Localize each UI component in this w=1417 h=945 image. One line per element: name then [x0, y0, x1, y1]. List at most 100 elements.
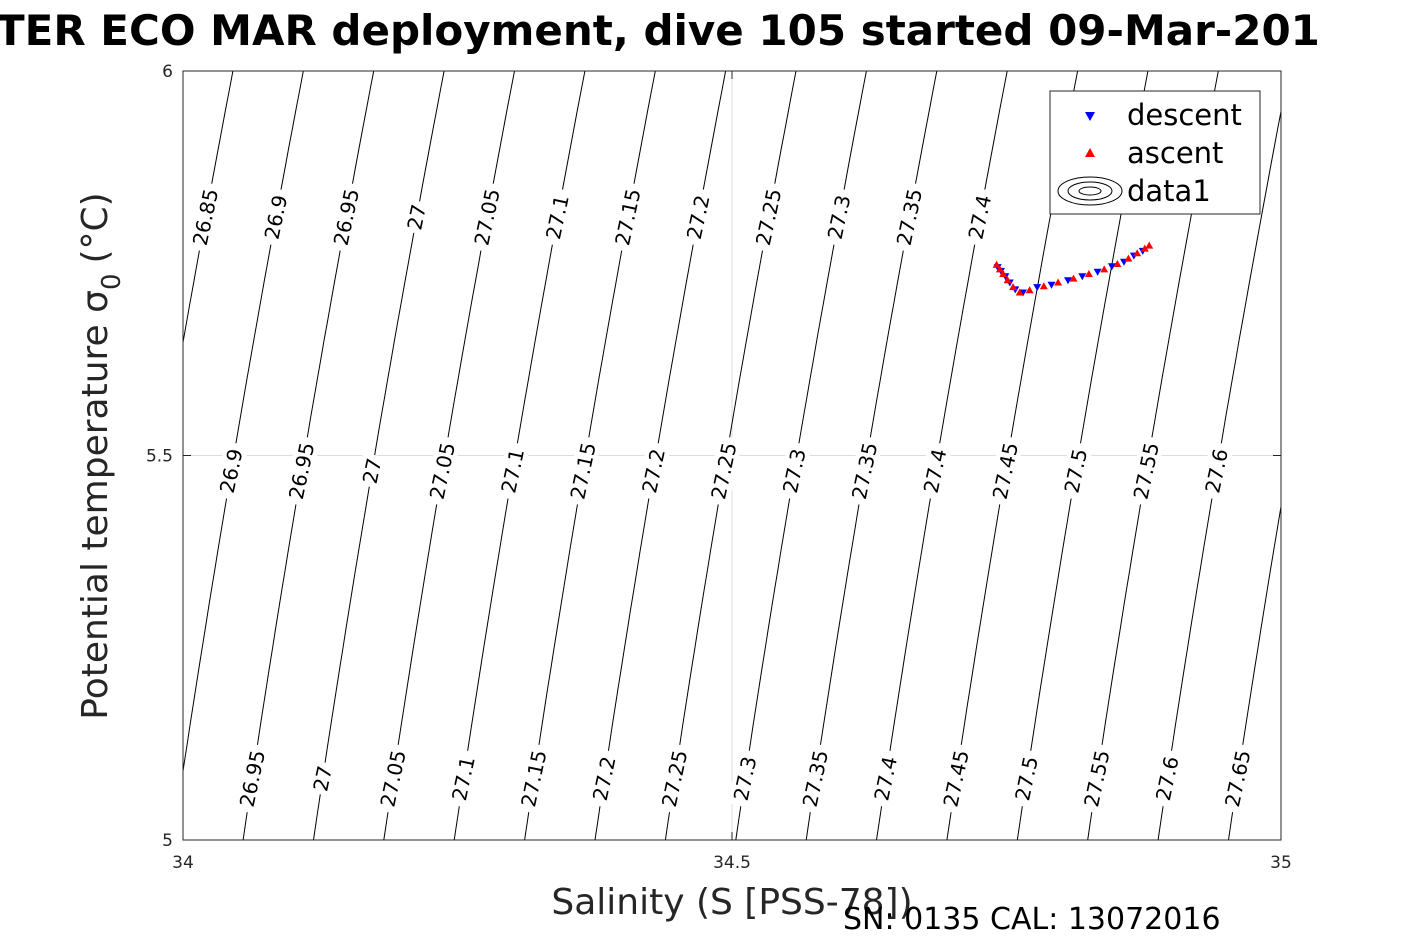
isopycnal-label-text: 27.15	[565, 440, 600, 501]
y-tick-label: 5.5	[146, 447, 173, 467]
isopycnal-label: 27.4	[917, 441, 953, 501]
isopycnal-label-bg	[1149, 748, 1185, 809]
isopycnal-label-text: 27.15	[610, 187, 645, 248]
isopycnal-label-text: 27.35	[847, 440, 882, 501]
isopycnal-label-bg	[539, 187, 575, 247]
isopycnal-label-bg	[327, 181, 366, 253]
isopycnal-label-text: 27.2	[588, 754, 621, 803]
isopycnal-label: 27.05	[374, 742, 412, 815]
isopycnal-label-bg	[986, 435, 1025, 507]
x-axis-title: Salinity (S [PSS-78])	[551, 882, 912, 923]
isopycnal-label-bg	[705, 435, 743, 507]
x-tick-label: 34	[172, 853, 194, 873]
isopycnal-label: 27.1	[539, 187, 575, 247]
isopycnal-label: 26.9	[258, 187, 294, 247]
y-axis-title-unit: (°C)	[75, 192, 116, 263]
isopycnal-label-text: 27.2	[637, 447, 670, 496]
isopycnal-label-text: 27.65	[1220, 748, 1255, 809]
isopycnal-label-bg	[890, 181, 929, 253]
isopycnal-label-text: 26.85	[188, 187, 223, 248]
isopycnal-label: 27.1	[495, 441, 531, 501]
descent-point	[1093, 268, 1102, 276]
isopycnal-label: 27.5	[1058, 441, 1094, 501]
isopycnal-label-text: 27.25	[706, 440, 741, 501]
isopycnal-label-bg	[1008, 748, 1045, 809]
isopycnal-label-text: 26.95	[284, 440, 319, 501]
ascent-point	[1009, 283, 1018, 291]
isopycnal-label-text: 27.6	[1151, 754, 1184, 803]
isopycnal-label-text: 27.4	[869, 754, 902, 803]
isopycnal-labels: 26.85 26.9 26.95 27 27.05 27.1 27.15 27.2 27.25 2…	[186, 181, 1257, 815]
isopycnal-label-text: 27.25	[751, 187, 786, 248]
isopycnal-label-bg	[796, 742, 835, 815]
isopycnal-label-bg	[1127, 435, 1166, 507]
isopycnal-label-bg	[1218, 742, 1257, 815]
y-tick-label: 6	[162, 62, 173, 82]
isopycnal-label-bg	[282, 435, 321, 507]
isopycnal-label-text: 27.3	[729, 754, 762, 803]
isopycnal-label: 27.2	[680, 187, 716, 247]
legend-ascent-label: ascent	[1127, 136, 1223, 170]
chart-title: TER ECO MAR deployment, dive 105 started…	[0, 6, 1320, 55]
isopycnal-label: 27.25	[749, 181, 788, 253]
descent-point	[1107, 263, 1116, 271]
isopycnal-label: 26.95	[327, 181, 366, 253]
isopycnal-label-text: 26.95	[329, 187, 364, 248]
isopycnal-label-text: 27.4	[919, 447, 952, 496]
isopycnal-label-bg	[495, 441, 531, 501]
isopycnal-label-bg	[445, 748, 481, 809]
isopycnal-label: 27	[307, 760, 338, 797]
isopycnal-label-bg	[233, 742, 272, 815]
isopycnal-label: 27.1	[445, 748, 481, 809]
ascent-point	[1100, 265, 1109, 273]
svg-text:Potential temperature σ0(°C): Potential temperature σ0 (°C)	[75, 192, 127, 719]
isopycnal-label: 27.25	[705, 435, 743, 507]
isopycnal-label: 27.35	[845, 435, 884, 507]
isopycnal-label-bg	[776, 441, 812, 501]
isopycnal-line	[1228, 503, 1281, 840]
isopycnal-label: 27.05	[423, 435, 462, 507]
ascent-point	[1145, 241, 1154, 249]
ascent-point	[1140, 244, 1149, 252]
isopycnal-label-bg	[401, 198, 432, 236]
isopycnal-label-bg	[608, 181, 647, 253]
ascent-point	[999, 270, 1008, 277]
isopycnal-label: 27.35	[890, 181, 929, 253]
isopycnal-label-text: 27	[358, 456, 387, 486]
isopycnal-label-bg	[680, 187, 716, 247]
isopycnal-label: 26.95	[233, 742, 272, 815]
isopycnal-label-text: 27	[308, 764, 337, 794]
x-tick-label: 35	[1270, 853, 1292, 873]
isopycnal-label-text: 27.5	[1010, 754, 1043, 803]
ascent-point	[1069, 274, 1078, 282]
isopycnal-label: 26.85	[186, 181, 225, 253]
isopycnal-label-bg	[186, 181, 225, 253]
isopycnal-label-text: 27.1	[496, 447, 529, 496]
isopycnal-label: 27.6	[1199, 441, 1235, 501]
isopycnal-label-text: 27.35	[798, 748, 833, 809]
x-tick-label: 34.5	[713, 853, 751, 873]
isopycnal-label: 27.4	[868, 748, 904, 809]
isopycnal-label-text: 27.45	[938, 748, 973, 809]
ascent-point	[995, 265, 1004, 273]
legend-data1-contour-icon	[1057, 176, 1123, 206]
isopycnal-label-text: 27.05	[469, 187, 504, 248]
isopycnal-label-bg	[564, 435, 602, 507]
isopycnal-label: 27.2	[635, 441, 672, 501]
isopycnal-label-text: 27.5	[1059, 447, 1092, 496]
isopycnal-label-bg	[423, 435, 462, 507]
isopycnal-label: 27.05	[468, 181, 506, 253]
isopycnal-label: 27.15	[608, 181, 647, 253]
ascent-point	[1054, 278, 1063, 286]
legend: descent ascent data1	[1049, 90, 1261, 215]
isopycnal-label-text: 27.6	[1200, 447, 1233, 496]
isopycnal-label-text: 27	[402, 202, 431, 232]
isopycnal-label: 27.3	[727, 748, 763, 809]
ascent-point	[1025, 286, 1034, 294]
isopycnal-label: 27.45	[986, 435, 1025, 507]
isopycnal-label-text: 27.3	[778, 447, 811, 496]
profile-data	[992, 241, 1154, 297]
isopycnal-label-bg	[962, 187, 998, 247]
isopycnal-label-bg	[1058, 441, 1094, 501]
isopycnal-label-text: 27.05	[375, 748, 410, 809]
